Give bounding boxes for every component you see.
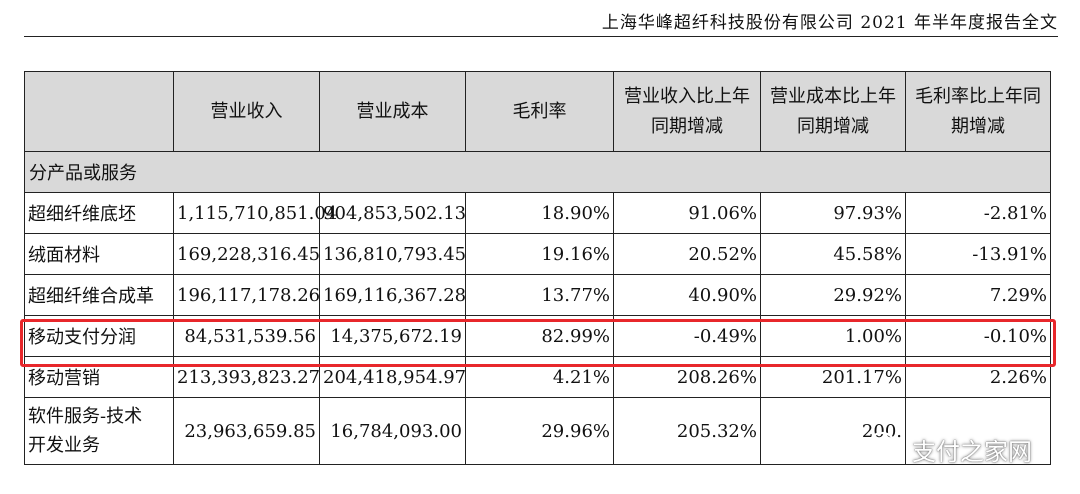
revenue-table: 营业收入 营业成本 毛利率 营业收入比上年 同期增减 营业成本比上年 同期增减 … (24, 71, 1051, 465)
cell-cost: 204,418,954.97 (319, 356, 466, 398)
cell-margin-change: -0.10% (905, 315, 1051, 357)
cell-margin: 13.77% (465, 274, 614, 316)
cell-margin-change: 7.29% (905, 274, 1051, 316)
cell-revenue-change: 205.32% (613, 397, 761, 465)
row-label: 超细纤维合成革 (24, 274, 174, 316)
cell-revenue-change: 208.26% (613, 356, 761, 398)
table-row: 软件服务-技术 开发业务 23,963,659.85 16,784,093.00… (24, 397, 1051, 465)
row-label: 移动营销 (24, 356, 174, 398)
cell-cost: 904,853,502.13 (319, 192, 466, 234)
cell-margin-change (905, 397, 1051, 465)
cell-margin-change: -13.91% (905, 233, 1051, 275)
header-line: 同期增减 (651, 115, 723, 137)
cell-margin-change: 2.26% (905, 356, 1051, 398)
cell-cost-change: 45.58% (760, 233, 906, 275)
header-line: 同期增减 (797, 115, 869, 137)
cell-revenue: 23,963,659.85 (173, 397, 320, 465)
cell-cost: 136,810,793.45 (319, 233, 466, 275)
cell-cost: 14,375,672.19 (319, 315, 466, 357)
report-title: 上海华峰超纤科技股份有限公司 2021 年半年度报告全文 (601, 13, 1058, 33)
table-row: 移动营销 213,393,823.27 204,418,954.97 4.21%… (24, 356, 1051, 398)
table-row: 超细纤维合成革 196,117,178.26 169,116,367.28 13… (24, 274, 1051, 316)
watermark-text: 支付之家网 (912, 437, 1032, 466)
row-label: 软件服务-技术 开发业务 (24, 397, 174, 465)
section-row: 分产品或服务 (24, 151, 1051, 193)
header-cell-revenue-change: 营业收入比上年 同期增减 (613, 71, 761, 152)
header-line: 营业收入比上年 (624, 85, 750, 107)
cell-margin-change: -2.81% (905, 192, 1051, 234)
cell-cost: 169,116,367.28 (319, 274, 466, 316)
header-cell-margin: 毛利率 (465, 71, 614, 152)
cell-revenue-change: -0.49% (613, 315, 761, 357)
cell-margin: 4.21% (465, 356, 614, 398)
cell-cost-change: 29.92% (760, 274, 906, 316)
cell-cost-change: 97.93% (760, 192, 906, 234)
watermark: 支付之家网 (868, 430, 1032, 468)
header-cell-cost-change: 营业成本比上年 同期增减 (760, 71, 906, 152)
section-label: 分产品或服务 (24, 151, 1051, 193)
table-row: 超细纤维底坯 1,115,710,851.04 904,853,502.13 1… (24, 192, 1051, 234)
header-line: 毛利率比上年同 (915, 85, 1041, 107)
table-row: 绒面材料 169,228,316.45 136,810,793.45 19.16… (24, 233, 1051, 275)
row-label-line: 开发业务 (28, 435, 100, 456)
cell-revenue-change: 40.90% (613, 274, 761, 316)
table-row-highlighted: 移动支付分润 84,531,539.56 14,375,672.19 82.99… (24, 315, 1051, 357)
row-label: 移动支付分润 (24, 315, 174, 357)
cell-revenue-change: 91.06% (613, 192, 761, 234)
cell-cost-change: 201.17% (760, 356, 906, 398)
header-cell-cost: 营业成本 (319, 71, 466, 152)
cell-margin: 19.16% (465, 233, 614, 275)
cell-revenue: 1,115,710,851.04 (173, 192, 337, 234)
table-header-row: 营业收入 营业成本 毛利率 营业收入比上年 同期增减 营业成本比上年 同期增减 … (24, 71, 1051, 152)
cell-margin: 82.99% (465, 315, 614, 357)
cell-cost-change: 1.00% (760, 315, 906, 357)
row-label: 超细纤维底坯 (24, 192, 174, 234)
header-cell-margin-change: 毛利率比上年同 期增减 (905, 71, 1051, 152)
cell-revenue-change: 20.52% (613, 233, 761, 275)
header-cell-revenue: 营业收入 (173, 71, 320, 152)
cell-margin: 29.96% (465, 397, 614, 465)
cell-cost: 16,784,093.00 (319, 397, 466, 465)
cell-revenue: 196,117,178.26 (173, 274, 320, 316)
header-line: 营业成本比上年 (770, 85, 896, 107)
header-divider (24, 36, 1058, 37)
cell-revenue: 84,531,539.56 (173, 315, 320, 357)
row-label-line: 软件服务-技术 (28, 406, 143, 427)
cell-revenue: 169,228,316.45 (173, 233, 320, 275)
header-line: 期增减 (951, 115, 1005, 137)
cell-margin: 18.90% (465, 192, 614, 234)
wechat-icon (868, 430, 904, 468)
row-label: 绒面材料 (24, 233, 174, 275)
header-cell-empty (24, 71, 174, 152)
cell-revenue: 213,393,823.27 (173, 356, 320, 398)
